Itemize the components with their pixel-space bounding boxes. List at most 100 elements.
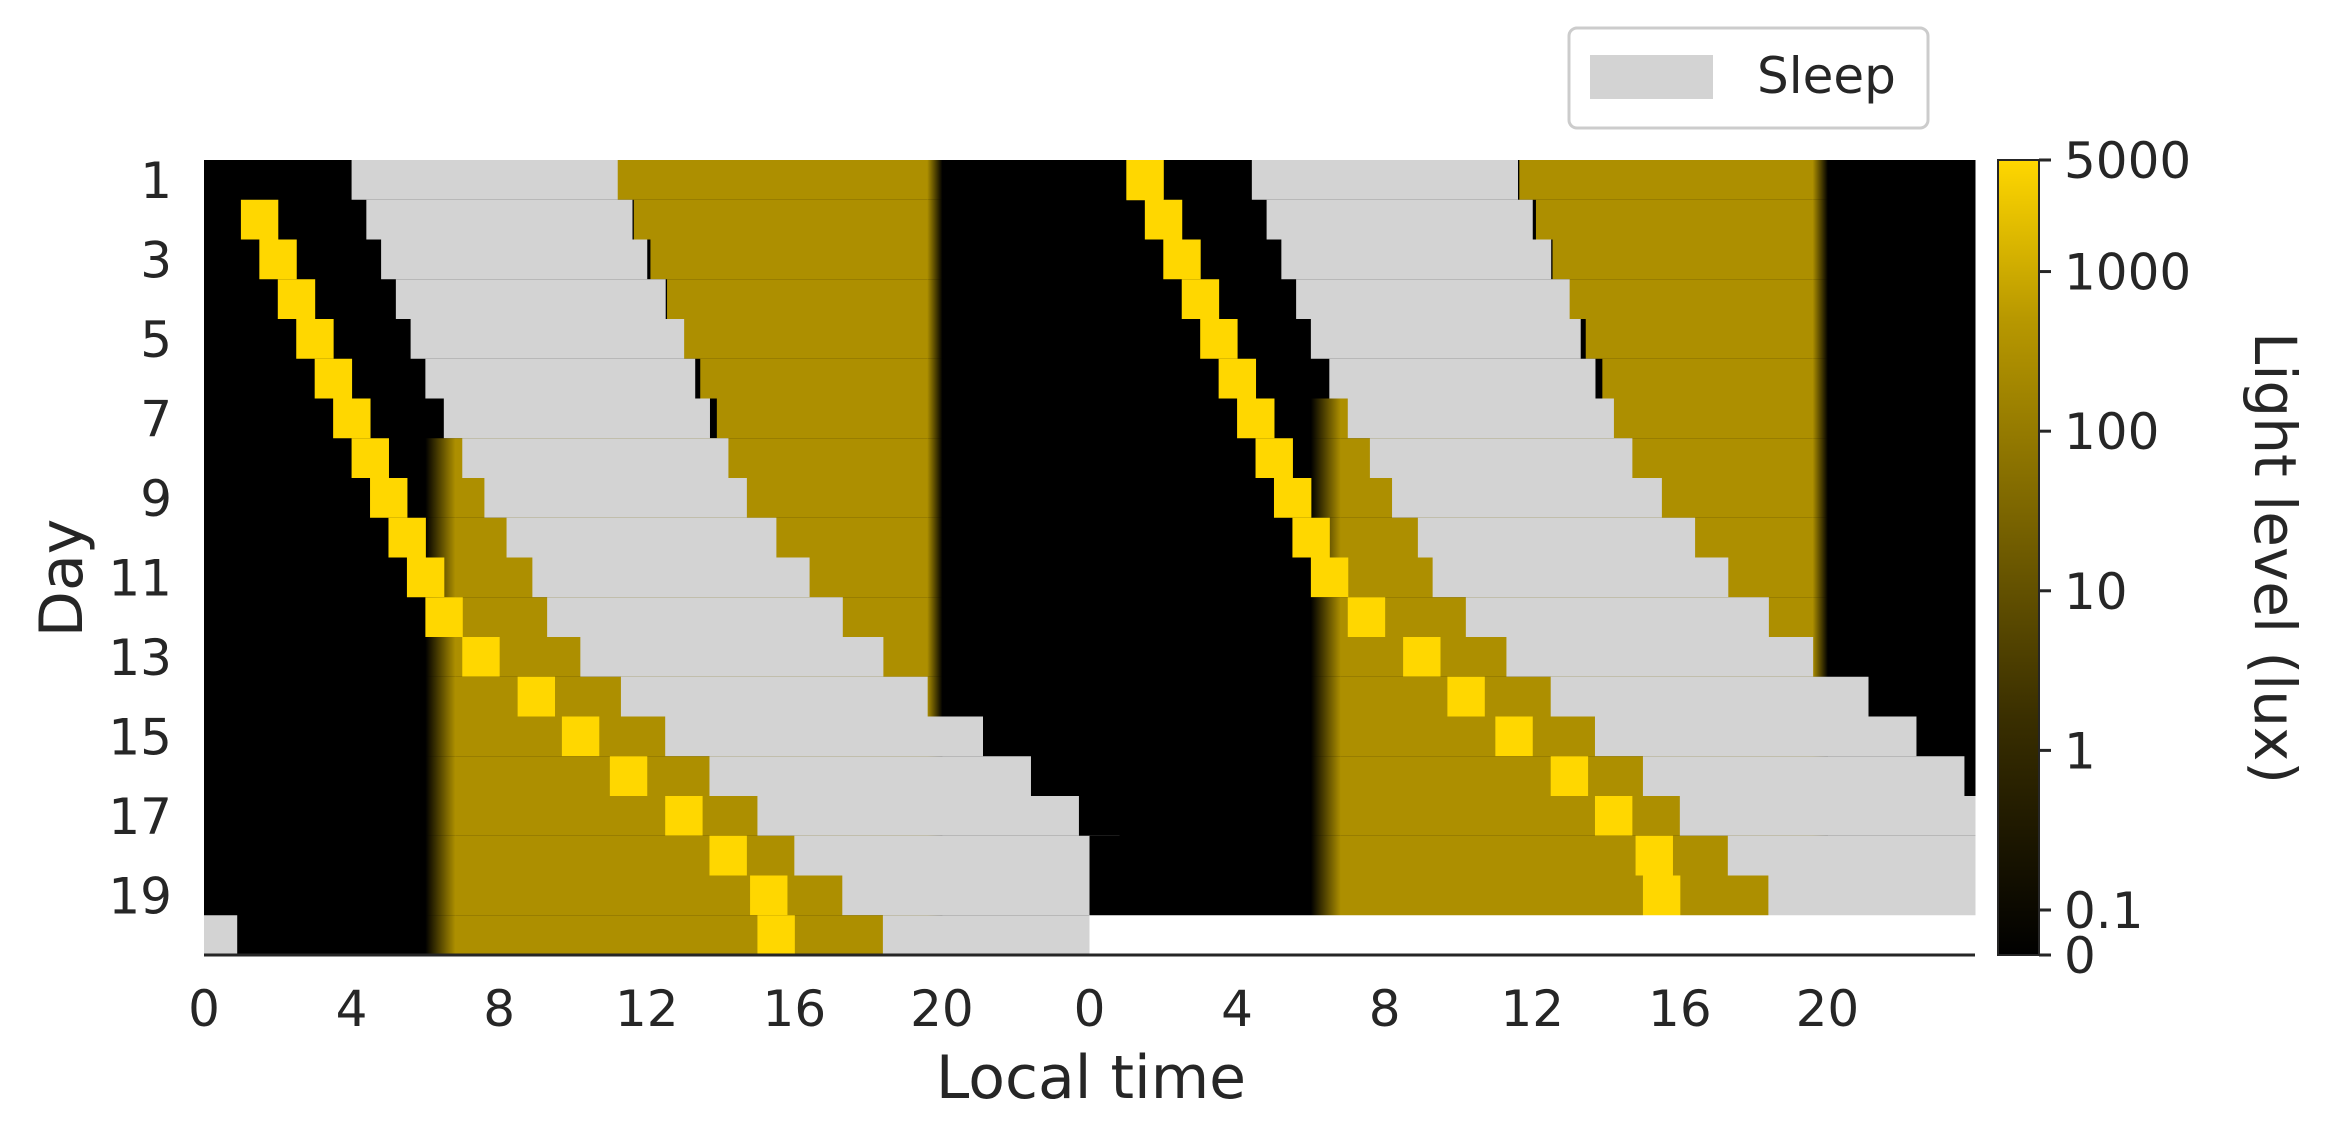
y-tick-label: 19: [108, 867, 172, 925]
x-tick-label: 12: [1500, 980, 1564, 1038]
heatmap-cell: [650, 239, 928, 280]
heatmap-cell: [665, 796, 703, 837]
y-tick-label: 1: [140, 152, 172, 210]
x-tick-label: 0: [1074, 980, 1106, 1038]
heatmap-cell: [927, 239, 943, 280]
y-tick-label: 3: [140, 231, 172, 289]
heatmap-cell: [794, 835, 1090, 876]
heatmap-cell: [1310, 557, 1349, 598]
heatmap-cell: [1812, 319, 1828, 360]
heatmap-cell: [667, 279, 928, 320]
legend-frame: [1567, 26, 1930, 130]
heatmap-cell: [709, 835, 747, 876]
heatmap-cell: [617, 160, 928, 201]
x-tick-label: 20: [1796, 980, 1860, 1038]
heatmap-cell: [454, 915, 928, 956]
heatmap-cell: [1310, 637, 1341, 678]
heatmap-cell: [1642, 756, 1965, 797]
heatmap-cell: [506, 517, 777, 558]
heatmap-cell: [1495, 716, 1533, 757]
heatmap-cell: [1768, 875, 1976, 916]
heatmap-cell: [609, 756, 648, 797]
heatmap-cell: [1812, 199, 1828, 240]
x-tick-label: 20: [910, 980, 974, 1038]
x-tick-label: 16: [1648, 980, 1712, 1038]
heatmap-cell: [1089, 915, 1976, 956]
heatmap-cell: [716, 398, 928, 439]
heatmap-cell: [370, 478, 408, 519]
heatmap-cell: [700, 358, 928, 399]
heatmap-cell: [1310, 796, 1341, 837]
heatmap-cell: [1812, 637, 1828, 678]
heatmap-cell: [1635, 835, 1673, 876]
heatmap-cell: [757, 796, 1079, 837]
heatmap-cell: [425, 597, 463, 638]
heatmap-cell: [462, 637, 500, 678]
y-tick-label: 13: [108, 629, 172, 687]
heatmap-cell: [927, 517, 943, 558]
heatmap-cell: [1550, 676, 1869, 717]
heatmap-cell: [1812, 517, 1828, 558]
heatmap-cell: [927, 676, 943, 717]
heatmap-cell: [333, 398, 371, 439]
heatmap-cell: [1812, 358, 1828, 399]
heatmap-cell: [240, 199, 279, 240]
heatmap-cell: [425, 637, 456, 678]
heatmap-cell: [1266, 199, 1533, 240]
heatmap-cell: [757, 915, 795, 956]
heatmap-cell: [425, 676, 456, 717]
heatmap-cell: [1602, 358, 1814, 399]
heatmap-cell: [1812, 597, 1828, 638]
x-tick-label: 12: [615, 980, 679, 1038]
heatmap-cell: [1812, 478, 1828, 519]
legend-label-sleep: Sleep: [1757, 47, 1896, 105]
heatmap-cell: [1550, 756, 1589, 797]
heatmap-cell: [927, 199, 943, 240]
heatmap-cell: [665, 716, 984, 757]
x-tick-label: 4: [1221, 980, 1253, 1038]
y-tick-label: 7: [140, 390, 172, 448]
heatmap-cell: [532, 557, 810, 598]
heatmap-cell: [1594, 716, 1917, 757]
heatmap-cell: [750, 875, 788, 916]
heatmap-cell: [1126, 160, 1164, 201]
heatmap-cell: [425, 796, 456, 837]
heatmap-cell: [296, 319, 334, 360]
heatmap-cell: [1812, 438, 1828, 479]
heatmap-cell: [425, 915, 456, 956]
heatmap-cell: [1181, 279, 1220, 320]
heatmap-cell: [1163, 239, 1201, 280]
x-axis-label: Local time: [936, 1043, 1246, 1113]
heatmap-cell: [927, 637, 943, 678]
heatmap-cell: [1273, 478, 1312, 519]
x-tick-label: 8: [483, 980, 515, 1038]
heatmap-cell: [1310, 597, 1341, 638]
heatmap-cell: [517, 676, 556, 717]
legend-swatch-sleep: [1590, 55, 1713, 99]
heatmap-cell: [1812, 160, 1828, 201]
x-tick-label: 8: [1369, 980, 1401, 1038]
heatmap-cell: [425, 756, 456, 797]
heatmap-cell: [381, 239, 648, 280]
colorbar-tick-label: 1: [2064, 722, 2096, 780]
heatmap-cell: [425, 835, 456, 876]
heatmap-cell: [1281, 239, 1552, 280]
heatmap-cell: [406, 557, 445, 598]
heatmap-cell: [1812, 279, 1828, 320]
heatmap-cell: [425, 358, 696, 399]
heatmap-cell: [1506, 637, 1814, 678]
colorbar-gradient: [1997, 159, 2040, 956]
heatmap-cell: [277, 279, 316, 320]
heatmap-cell: [683, 319, 928, 360]
heatmap-cell: [927, 557, 943, 598]
heatmap-cell: [1310, 716, 1341, 757]
heatmap-cell: [1679, 796, 1976, 837]
legend: Sleep: [1567, 26, 1930, 130]
y-tick-label: 17: [108, 788, 172, 846]
heatmap-cell: [709, 756, 1031, 797]
heatmap-cell: [1417, 517, 1696, 558]
y-tick-label: 5: [140, 311, 172, 369]
heatmap-cell: [1447, 676, 1485, 717]
heatmap-cell: [204, 915, 238, 956]
x-tick-label: 0: [188, 980, 220, 1038]
